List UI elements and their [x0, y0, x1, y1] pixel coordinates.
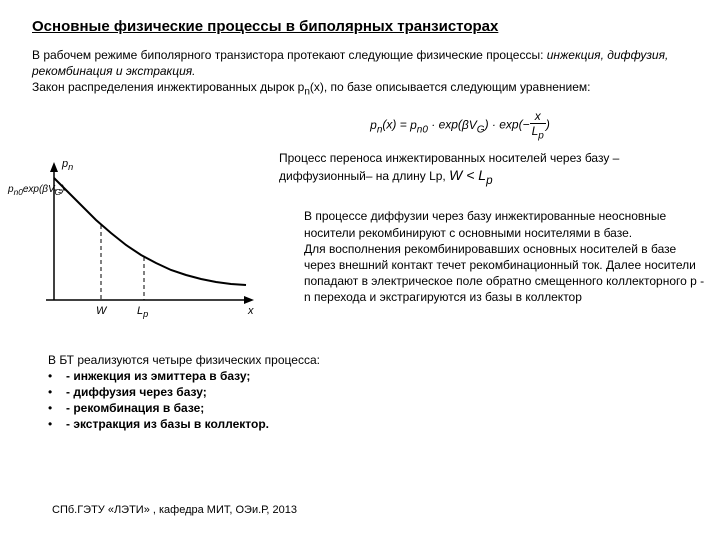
x-W-label: W [96, 305, 106, 317]
page-title: Основные физические процессы в биполярны… [32, 18, 706, 35]
y-mid-label: pn0exp(βVG) [8, 184, 65, 197]
list-item: - инжекция из эмиттера в базу; [48, 368, 706, 384]
y-axis-label: pn [62, 158, 73, 172]
bullets-lead: В БТ реализуются четыре физических проце… [48, 352, 706, 368]
x-Lp-label: Lp [137, 305, 148, 319]
decay-chart: pn pn0exp(βVG) W Lp x [26, 160, 266, 340]
list-item: - экстракция из базы в коллектор. [48, 416, 706, 432]
intro-line1: В рабочем режиме биполярного транзистора… [32, 48, 547, 62]
list-item: - диффузия через базу; [48, 384, 706, 400]
side-text-1: Процесс переноса инжектированных носител… [279, 150, 706, 189]
list-item: - рекомбинация в базе; [48, 400, 706, 416]
process-list: В БТ реализуются четыре физических проце… [48, 352, 706, 433]
intro-paragraph: В рабочем режиме биполярного транзистора… [32, 47, 686, 99]
intro-line2: Закон распределения инжектированных дыро… [32, 80, 304, 94]
x-axis-label: x [248, 305, 254, 317]
intro-line2-cont: (х), по базе описывается следующим уравн… [310, 80, 591, 94]
equation: pn(x) = pn0 · exp(βVG) · exp(−xLp) [214, 109, 706, 141]
side-text-2: В процессе диффузии через базу инжектиро… [304, 208, 706, 305]
footer: СПб.ГЭТУ «ЛЭТИ» , кафедра МИТ, ОЭи.Р, 20… [52, 504, 297, 516]
side1-formula: W < Lp [449, 167, 492, 183]
